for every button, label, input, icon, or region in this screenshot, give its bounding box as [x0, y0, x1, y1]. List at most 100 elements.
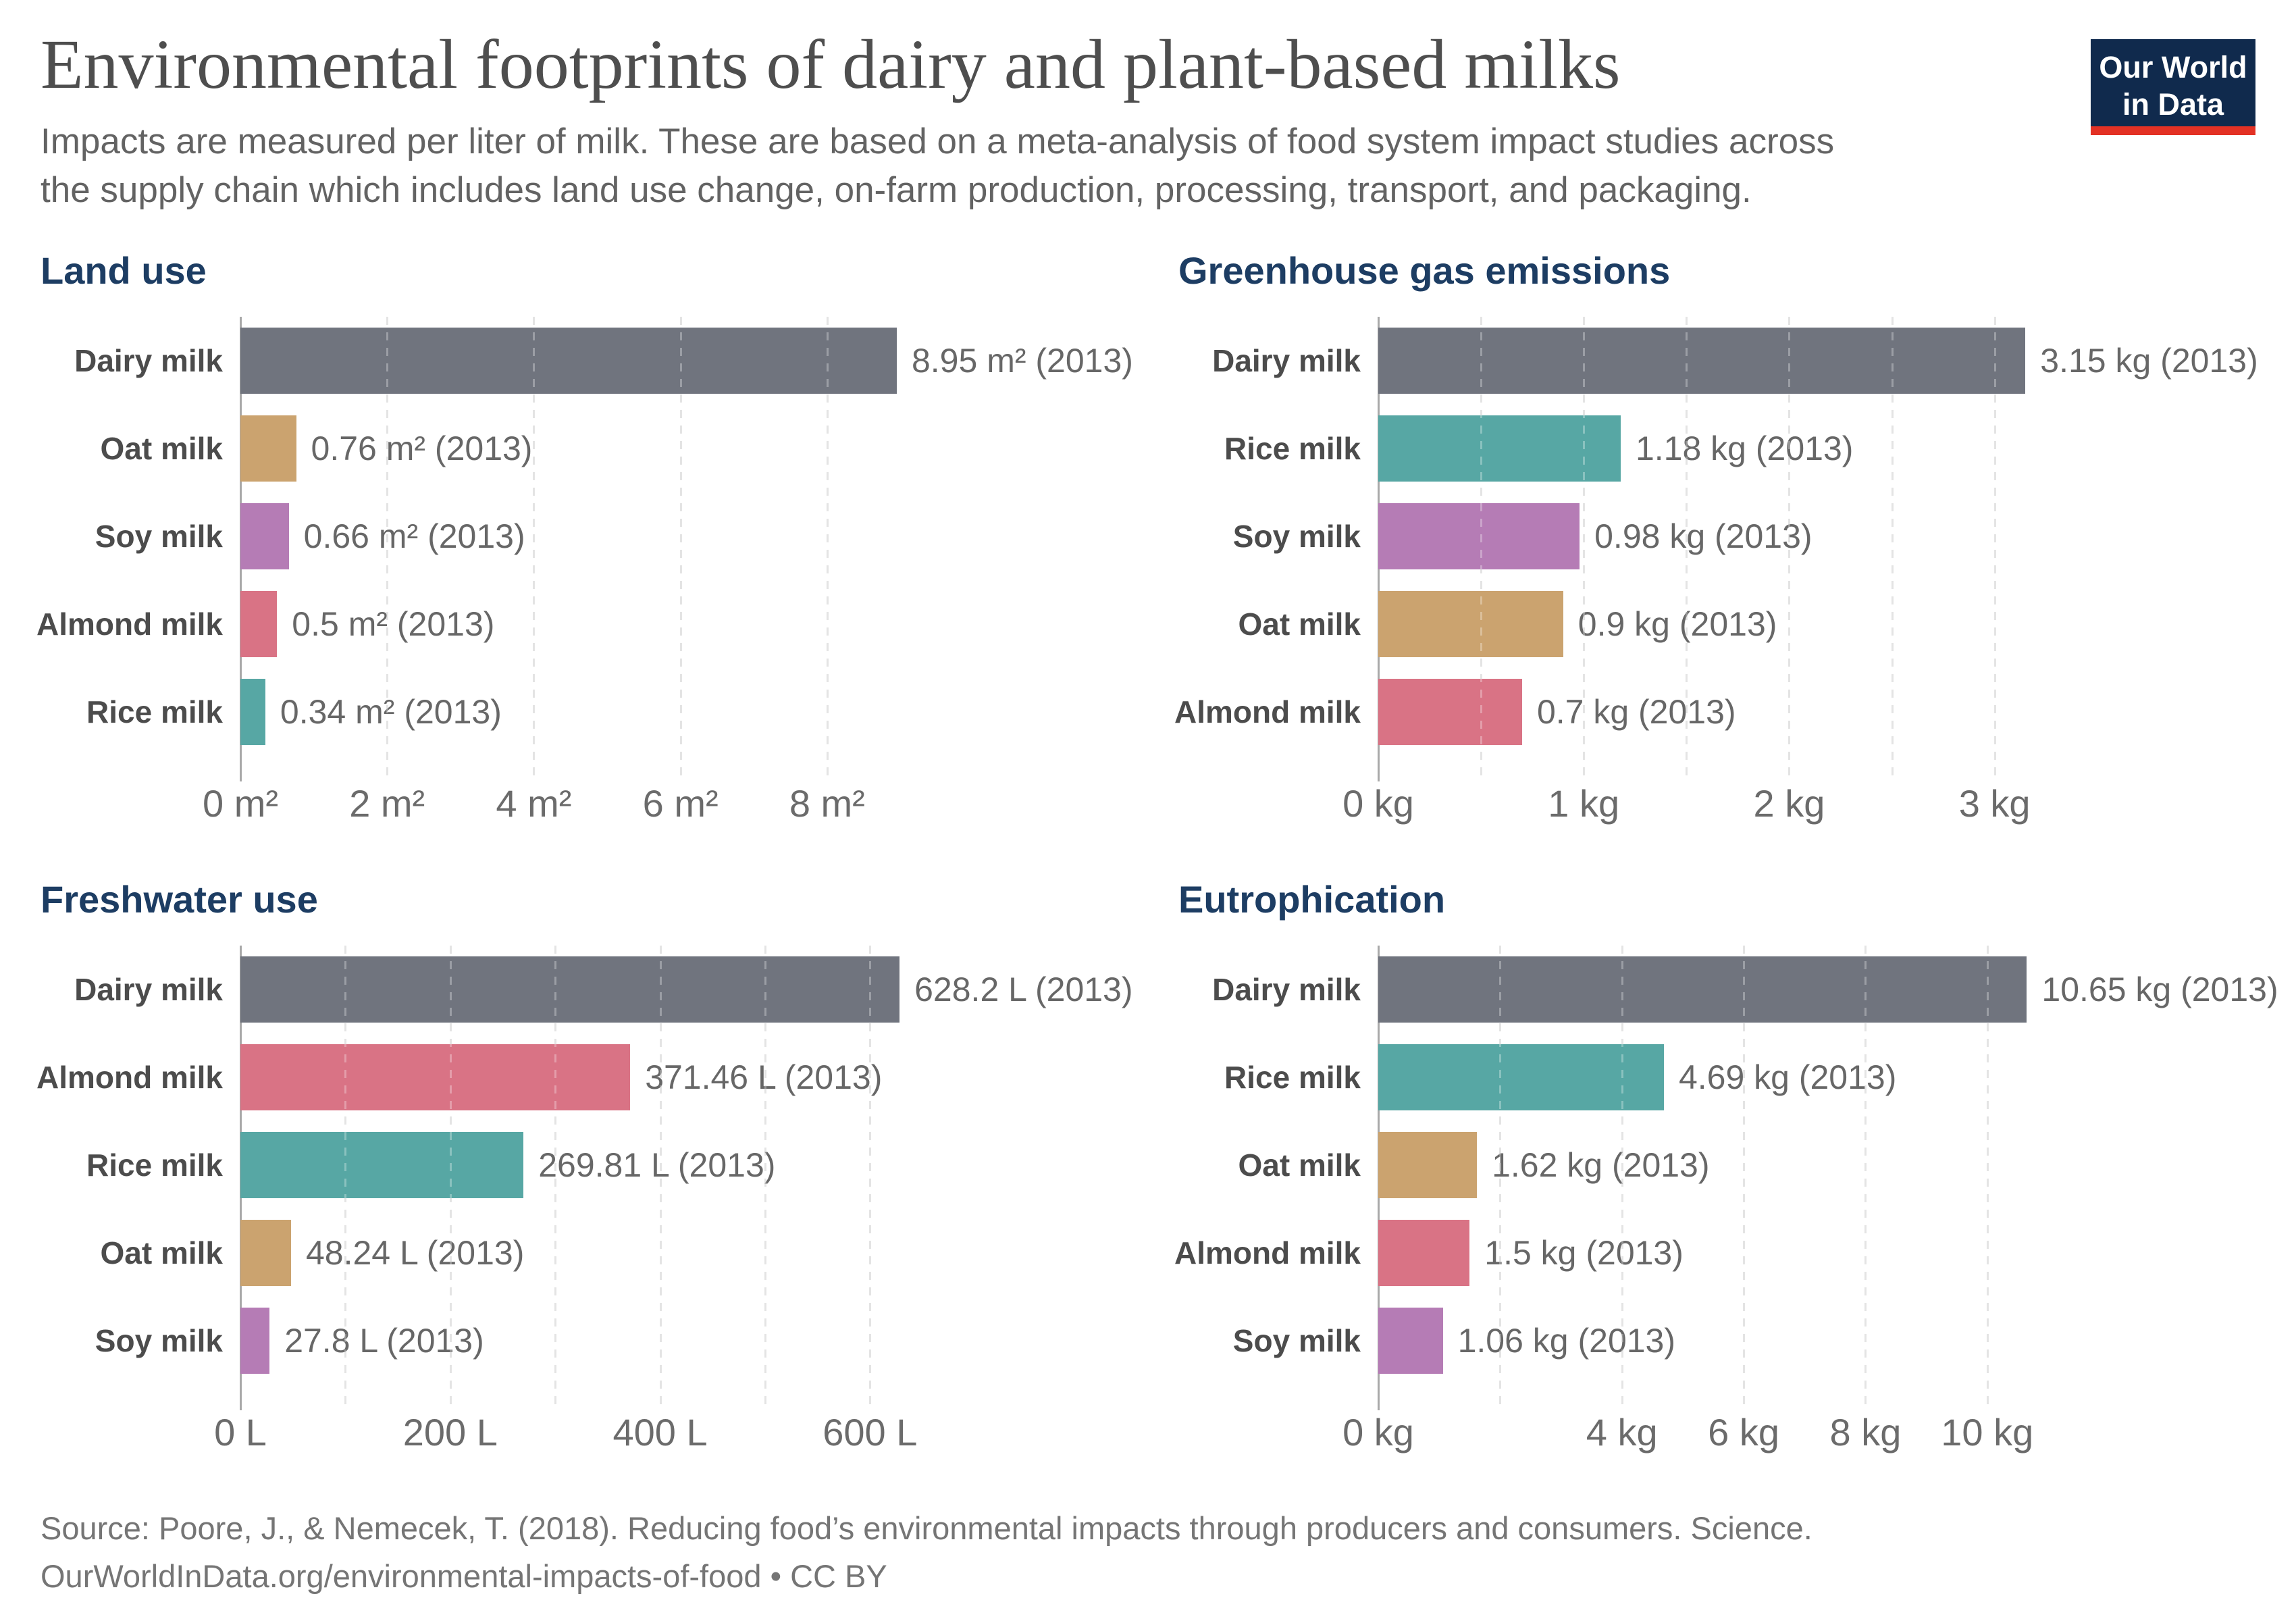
value-label: 3.15 kg (2013) — [2040, 342, 2258, 380]
entity-label: Almond milk — [1174, 694, 1361, 729]
value-label: 1.18 kg (2013) — [1635, 430, 1854, 467]
chart-row: Oat milk 1.62 kg (2013) — [1178, 1121, 2255, 1209]
entity-label: Oat milk — [1238, 1148, 1361, 1183]
tick-label: 0 kg — [1342, 782, 1414, 825]
bar — [240, 1308, 270, 1374]
footer-source-line: Source: Poore, J., & Nemecek, T. (2018).… — [41, 1510, 1812, 1546]
bar — [240, 956, 900, 1023]
owid-logo-red-stripe — [2091, 126, 2255, 135]
entity-label: Rice milk — [1224, 431, 1361, 466]
footer-url-line: OurWorldInData.org/environmental-impacts… — [41, 1558, 887, 1594]
entity-label: Oat milk — [100, 431, 223, 466]
tick-label: 8 m² — [789, 782, 865, 825]
bar-plot: 371.46 L (2013) — [240, 1033, 922, 1121]
bar — [240, 679, 265, 745]
bar — [240, 415, 296, 482]
value-label: 1.5 kg (2013) — [1484, 1234, 1684, 1272]
value-label: 4.69 kg (2013) — [1678, 1058, 1897, 1096]
page-subtitle-line-1: Impacts are measured per liter of milk. … — [41, 122, 1835, 162]
entity-label: Dairy milk — [1212, 343, 1361, 378]
entity-label: Almond milk — [36, 1060, 223, 1095]
entity-label: Rice milk — [86, 694, 223, 729]
bar-plot: 0.9 kg (2013) — [1378, 580, 2060, 668]
tick-label: 2 m² — [349, 782, 425, 825]
chart-panel-freshwater-use: Freshwater use Dairy milk 628.2 L (2013) A… — [36, 877, 1133, 1459]
value-label: 8.95 m² (2013) — [911, 342, 1133, 380]
chart-panel-land-use: Land use Dairy milk 8.95 m² (2013) Oat mil… — [36, 249, 1133, 830]
bar — [240, 503, 289, 569]
bar — [240, 591, 278, 657]
bar — [1378, 1044, 1664, 1110]
bar-plot: 269.81 L (2013) — [240, 1121, 922, 1209]
bar — [1378, 415, 1621, 482]
chart-row: Rice milk 0.34 m² (2013) — [41, 668, 1118, 756]
entity-label: Oat milk — [100, 1235, 223, 1270]
entity-label: Soy milk — [1232, 519, 1361, 554]
bar-plot: 0.34 m² (2013) — [240, 668, 922, 756]
value-label: 48.24 L (2013) — [305, 1234, 525, 1272]
bar-plot: 0.98 kg (2013) — [1378, 492, 2060, 580]
entity-label: Dairy milk — [1212, 972, 1361, 1007]
bar — [240, 1220, 291, 1286]
entity-label: Dairy milk — [74, 343, 223, 378]
chart-canvas: Dairy milk 10.65 kg (2013) Rice milk 4.69 k… — [1174, 946, 2278, 1459]
entity-label: Dairy milk — [74, 972, 223, 1007]
chart-ticks: 0 m² 2 m² 4 m² 6 m² 8 m² — [203, 781, 922, 830]
value-label: 0.7 kg (2013) — [1536, 693, 1736, 731]
chart-ticks: 0 L 200 L 400 L 600 L — [214, 1410, 922, 1459]
chart-ticks: 0 kg 1 kg 2 kg 3 kg — [1342, 781, 2060, 830]
chart-row: Almond milk 1.5 kg (2013) — [1174, 1209, 2255, 1297]
panel-title: Freshwater use — [41, 878, 318, 921]
bar-plot: 8.95 m² (2013) — [240, 317, 1133, 405]
bar — [1378, 956, 2027, 1023]
chart-row: Almond milk 0.5 m² (2013) — [36, 580, 1118, 668]
tick-label: 4 kg — [1586, 1411, 1658, 1453]
chart-row: Almond milk 371.46 L (2013) — [36, 1033, 1118, 1121]
panel-title: Eutrophication — [1178, 878, 1446, 921]
value-label: 371.46 L (2013) — [645, 1058, 883, 1096]
tick-label: 1 kg — [1548, 782, 1620, 825]
owid-logo-line-2: in Data — [2122, 86, 2224, 122]
tick-label: 200 L — [402, 1411, 498, 1453]
chart-row: Dairy milk 3.15 kg (2013) — [1178, 317, 2258, 405]
tick-label: 6 m² — [642, 782, 719, 825]
entity-label: Rice milk — [1224, 1060, 1361, 1095]
chart-row: Dairy milk 628.2 L (2013) — [41, 946, 1133, 1033]
bar — [240, 328, 897, 394]
tick-label: 4 m² — [496, 782, 572, 825]
bar-plot: 0.7 kg (2013) — [1378, 668, 2060, 756]
chart-rows: Dairy milk 3.15 kg (2013) Rice milk 1.18 kg… — [1174, 317, 2258, 756]
chart-row: Oat milk 48.24 L (2013) — [41, 1209, 1118, 1297]
chart-row: Oat milk 0.9 kg (2013) — [1178, 580, 2255, 668]
value-label: 27.8 L (2013) — [284, 1322, 484, 1360]
entity-label: Soy milk — [95, 519, 223, 554]
bar-plot: 3.15 kg (2013) — [1378, 317, 2258, 405]
panel-title: Greenhouse gas emissions — [1178, 249, 1671, 292]
bar — [1378, 1220, 1470, 1286]
chart-rows: Dairy milk 10.65 kg (2013) Rice milk 4.69 k… — [1174, 946, 2278, 1385]
value-label: 0.76 m² (2013) — [311, 430, 533, 467]
chart-row: Soy milk 27.8 L (2013) — [41, 1297, 1118, 1385]
bar-plot: 0.76 m² (2013) — [240, 405, 922, 492]
chart-rows: Dairy milk 628.2 L (2013) Almond milk 371.4… — [36, 946, 1133, 1385]
chart-row: Soy milk 0.98 kg (2013) — [1178, 492, 2255, 580]
tick-label: 600 L — [823, 1411, 918, 1453]
entity-label: Soy milk — [95, 1323, 223, 1358]
bar-plot: 0.5 m² (2013) — [240, 580, 922, 668]
bar-plot: 0.66 m² (2013) — [240, 492, 922, 580]
value-label: 1.62 kg (2013) — [1492, 1146, 1710, 1184]
chart-panel-eutrophication: Eutrophication Dairy milk 10.65 kg (2013)… — [1174, 877, 2278, 1459]
tick-label: 2 kg — [1753, 782, 1825, 825]
entity-label: Almond milk — [1174, 1235, 1361, 1270]
bar-plot: 1.18 kg (2013) — [1378, 405, 2060, 492]
value-label: 10.65 kg (2013) — [2041, 971, 2278, 1008]
value-label: 0.98 kg (2013) — [1594, 517, 1812, 555]
value-label: 0.9 kg (2013) — [1577, 605, 1777, 643]
chart-row: Soy milk 0.66 m² (2013) — [41, 492, 1118, 580]
bar — [1378, 679, 1522, 745]
entity-label: Almond milk — [36, 607, 223, 642]
chart-canvas: Dairy milk 8.95 m² (2013) Oat milk 0.76 m² … — [36, 317, 1133, 830]
chart-row: Soy milk 1.06 kg (2013) — [1178, 1297, 2255, 1385]
chart-panel-greenhouse-gas-emissions: Greenhouse gas emissions Dairy milk 3.15 … — [1174, 249, 2258, 830]
bar — [1378, 328, 2026, 394]
